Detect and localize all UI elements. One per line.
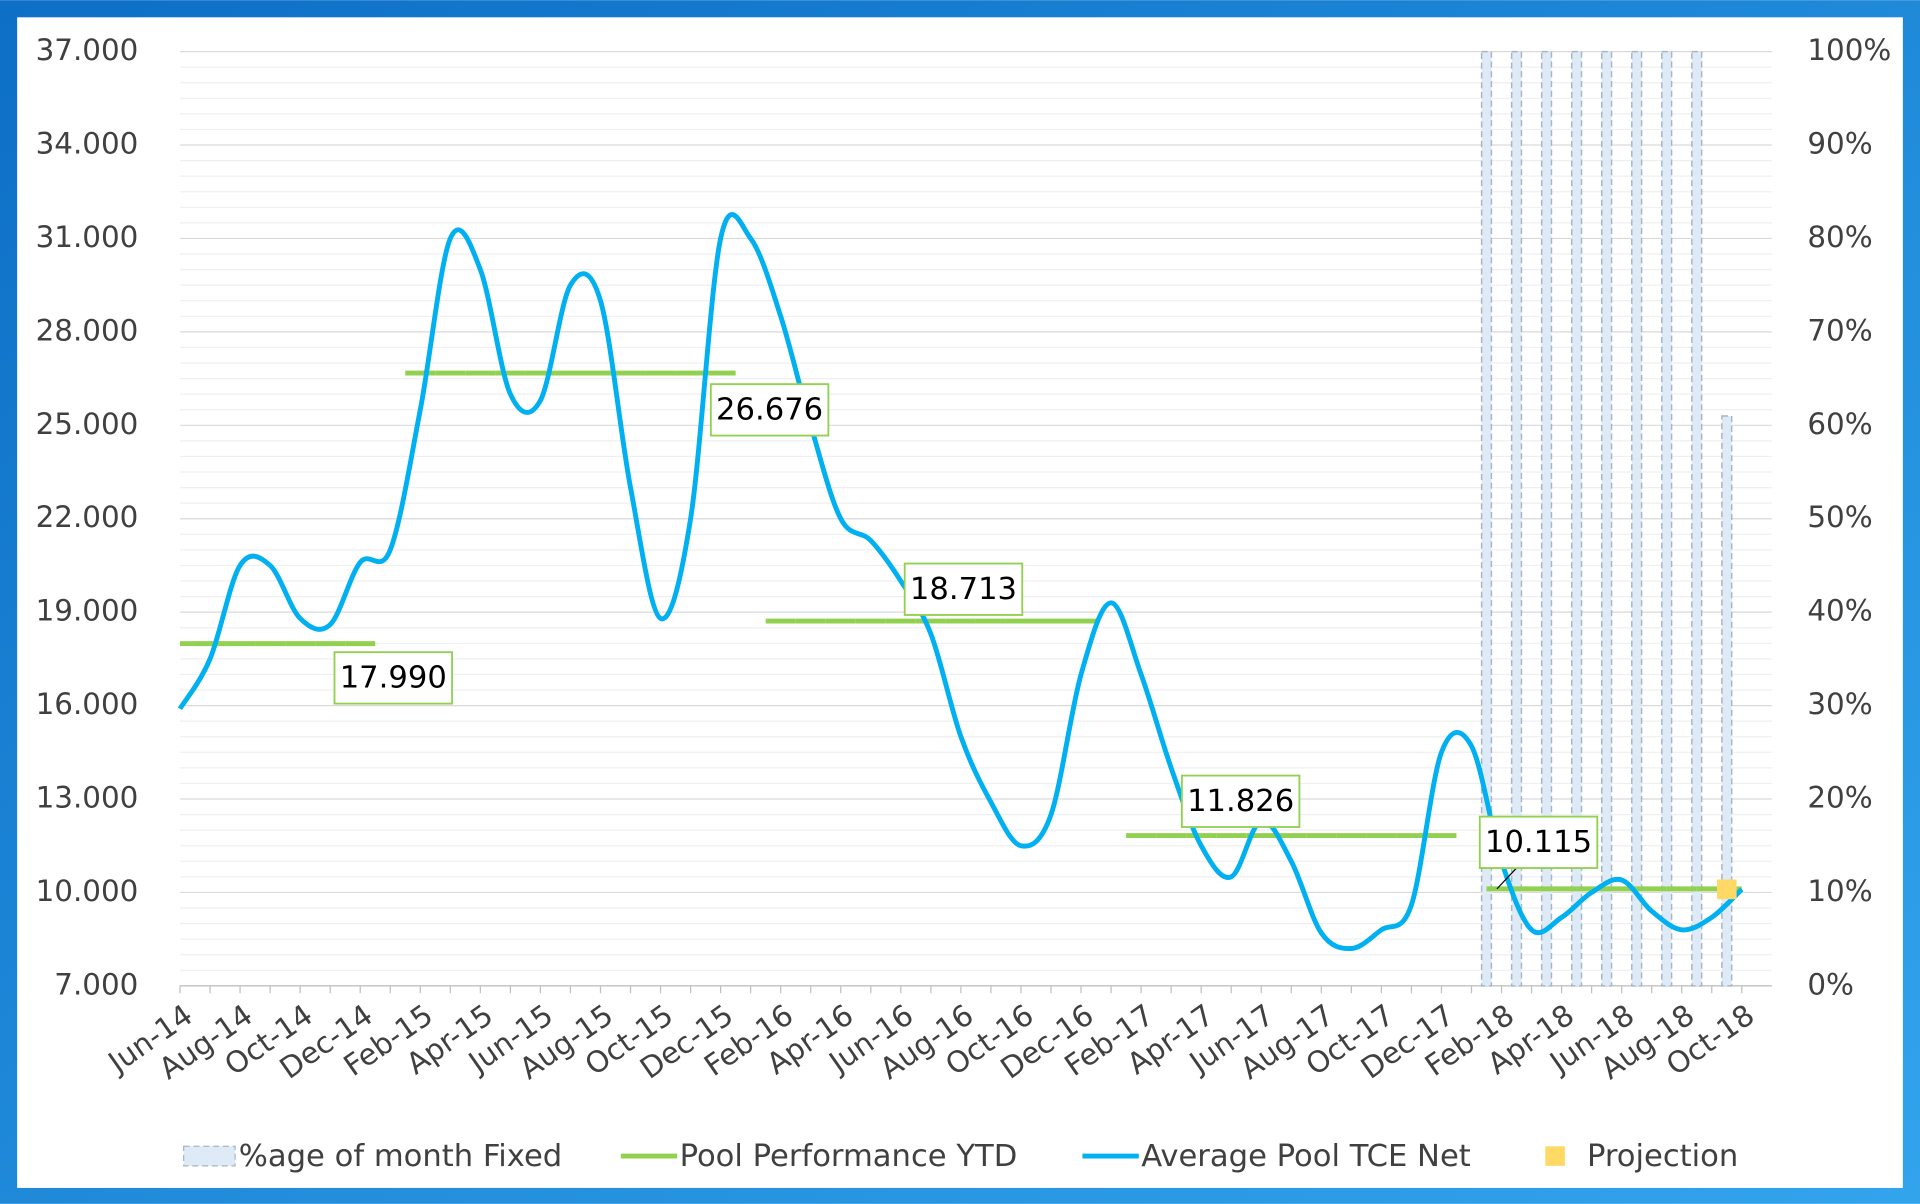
y-tick-label: 34.000 [36,127,139,161]
bar [1661,50,1673,987]
y-tick-label: 19.000 [36,594,139,628]
legend-label: Projection [1587,1139,1738,1174]
data-label-box [1478,815,1599,869]
leader-line [1496,867,1517,890]
data-label: 26.676 [716,393,823,428]
legend: %age of month Fixed Pool Performance YTD A… [183,1139,1738,1174]
y-tick-label: 25.000 [36,407,139,441]
y2-tick-label: 0% [1807,967,1854,1001]
legend-swatch [1545,1146,1565,1166]
data-label-box [709,383,830,437]
bar [1570,50,1583,987]
y-tick-label: 16.000 [36,687,139,721]
y2-tick-label: 70% [1807,313,1872,347]
y-tick-label: 37.000 [36,33,139,67]
y-tick-label: 31.000 [36,220,139,254]
y-tick-label: 28.000 [36,313,139,347]
y2-tick-label: 50% [1807,500,1872,534]
data-label: 10.115 [1485,825,1592,860]
bar [1480,50,1493,987]
y2-tick-label: 10% [1807,874,1872,908]
legend-label: Average Pool TCE Net [1141,1139,1471,1174]
data-label: 17.990 [340,661,447,696]
y2-tick-label: 40% [1807,594,1872,628]
y-tick-label: 22.000 [36,500,139,534]
y2-tick-label: 100% [1807,33,1891,67]
y2-tick-label: 60% [1807,407,1872,441]
y2-tick-label: 90% [1807,127,1872,161]
legend-label: %age of month Fixed [239,1139,562,1174]
y2-tick-label: 30% [1807,687,1872,721]
bar [1631,50,1643,987]
marks [177,50,1744,987]
data-label-box [1180,774,1301,828]
bar [1601,50,1613,987]
bar [1691,50,1703,987]
y-tick-label: 7.000 [54,967,138,1001]
data-label: 11.826 [1187,784,1294,819]
y2-tick-label: 80% [1807,220,1872,254]
y2-tick-label: 20% [1807,781,1872,815]
data-label-box [903,562,1024,616]
y-tick-label: 13.000 [36,781,139,815]
legend-label: Pool Performance YTD [680,1139,1018,1174]
data-label-box [333,651,453,705]
y-tick-label: 10.000 [36,874,139,908]
bar [1540,50,1553,987]
data-label: 18.713 [910,572,1017,607]
bar [1721,415,1733,987]
bar [1510,50,1523,987]
projection-point [1716,879,1737,900]
legend-swatch [183,1145,236,1167]
